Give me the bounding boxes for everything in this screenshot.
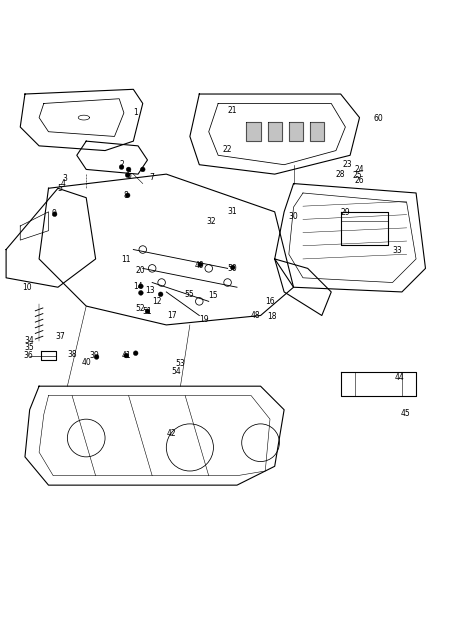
Circle shape — [126, 167, 131, 172]
Text: 32: 32 — [206, 217, 216, 226]
Text: 36: 36 — [24, 351, 34, 360]
Text: 19: 19 — [199, 315, 209, 324]
Text: 9: 9 — [52, 209, 56, 218]
Text: 12: 12 — [152, 297, 162, 306]
Circle shape — [52, 212, 57, 216]
Circle shape — [138, 284, 143, 288]
Text: 34: 34 — [25, 336, 35, 345]
Text: 60: 60 — [374, 114, 383, 123]
Text: 4: 4 — [60, 179, 65, 188]
Text: 3: 3 — [63, 174, 67, 184]
Circle shape — [138, 290, 143, 295]
Text: 1: 1 — [133, 109, 138, 117]
Text: 52: 52 — [136, 304, 145, 313]
Circle shape — [158, 292, 163, 297]
Text: 24: 24 — [355, 165, 365, 174]
Text: 49: 49 — [194, 261, 204, 270]
Text: 8: 8 — [124, 191, 128, 200]
Text: 22: 22 — [223, 145, 232, 154]
Text: 31: 31 — [228, 208, 237, 216]
Text: 17: 17 — [167, 311, 177, 320]
Text: 21: 21 — [228, 106, 237, 115]
Text: 25: 25 — [352, 170, 362, 180]
Text: 50: 50 — [228, 264, 237, 273]
Text: 38: 38 — [67, 350, 77, 358]
Text: 45: 45 — [401, 409, 410, 418]
Circle shape — [230, 265, 235, 270]
Text: 18: 18 — [268, 312, 277, 321]
Text: 40: 40 — [82, 358, 91, 367]
Circle shape — [125, 173, 130, 177]
Text: 29: 29 — [340, 208, 350, 217]
Text: 53: 53 — [175, 359, 185, 368]
Polygon shape — [310, 122, 324, 141]
Text: 20: 20 — [136, 266, 145, 275]
Text: 6: 6 — [126, 171, 131, 180]
Polygon shape — [246, 122, 261, 141]
Text: 7: 7 — [150, 174, 155, 182]
Text: 13: 13 — [146, 286, 155, 295]
Text: 42: 42 — [166, 429, 176, 438]
Text: 51: 51 — [143, 307, 152, 316]
Text: 54: 54 — [171, 367, 181, 375]
Text: 10: 10 — [22, 283, 32, 292]
Text: 55: 55 — [184, 290, 194, 299]
Text: 33: 33 — [392, 246, 402, 255]
Circle shape — [140, 167, 145, 172]
Polygon shape — [289, 122, 303, 141]
Text: 48: 48 — [251, 311, 261, 320]
Circle shape — [124, 353, 128, 358]
Text: 37: 37 — [55, 332, 65, 341]
Circle shape — [133, 351, 138, 355]
Text: 23: 23 — [343, 160, 353, 169]
Text: 16: 16 — [265, 297, 275, 306]
Circle shape — [198, 262, 202, 267]
Text: 39: 39 — [90, 351, 100, 360]
Text: 28: 28 — [336, 170, 346, 179]
Circle shape — [145, 309, 150, 314]
Text: 5: 5 — [58, 184, 63, 192]
Circle shape — [125, 193, 130, 198]
Text: 2: 2 — [119, 160, 124, 169]
Text: 30: 30 — [289, 212, 299, 221]
Circle shape — [94, 355, 99, 359]
Text: 26: 26 — [355, 176, 365, 186]
Text: 41: 41 — [121, 351, 131, 360]
Text: 11: 11 — [121, 256, 131, 264]
Text: 15: 15 — [209, 291, 218, 300]
Circle shape — [119, 165, 124, 169]
Polygon shape — [268, 122, 282, 141]
Text: 14: 14 — [133, 282, 143, 291]
Text: 35: 35 — [25, 343, 35, 352]
Text: 44: 44 — [395, 373, 404, 382]
